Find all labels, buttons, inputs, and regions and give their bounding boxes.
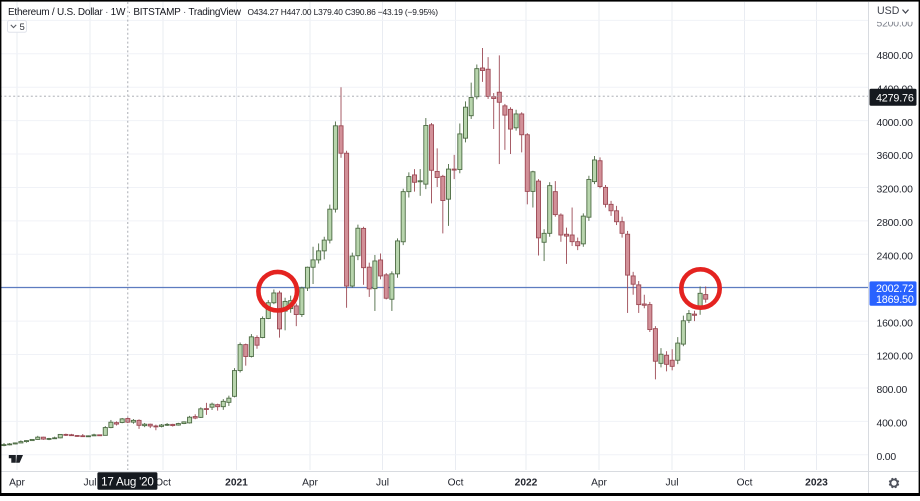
svg-text:USD: USD <box>877 5 900 17</box>
svg-text:2400.00: 2400.00 <box>877 252 914 263</box>
svg-text:1200.00: 1200.00 <box>877 352 914 363</box>
svg-text:Oct: Oct <box>448 478 464 489</box>
svg-text:2021: 2021 <box>225 478 248 489</box>
svg-text:2800.00: 2800.00 <box>877 218 914 229</box>
svg-text:3600.00: 3600.00 <box>877 151 914 162</box>
svg-text:0.00: 0.00 <box>877 452 897 463</box>
svg-text:1600.00: 1600.00 <box>877 318 914 329</box>
svg-text:17 Aug '20: 17 Aug '20 <box>101 476 153 489</box>
svg-text:400.00: 400.00 <box>877 419 908 430</box>
svg-text:Apr: Apr <box>302 478 318 489</box>
svg-text:4800.00: 4800.00 <box>877 51 914 62</box>
svg-text:Jul: Jul <box>376 478 389 489</box>
svg-text:Oct: Oct <box>737 478 753 489</box>
svg-text:5: 5 <box>20 22 25 33</box>
svg-text:800.00: 800.00 <box>877 385 908 396</box>
svg-text:2023: 2023 <box>805 478 828 489</box>
svg-text:Oct: Oct <box>155 478 171 489</box>
svg-text:Jul: Jul <box>83 478 96 489</box>
svg-text:2002.72: 2002.72 <box>876 283 914 295</box>
svg-text:Ethereum / U.S. Dollar · 1W ·: Ethereum / U.S. Dollar · 1W · BITSTAMP ·… <box>8 7 242 18</box>
svg-text:Apr: Apr <box>591 478 607 489</box>
svg-text:Jul: Jul <box>665 478 678 489</box>
svg-text:O434.27 H447.00 L379.40 C390.8: O434.27 H447.00 L379.40 C390.86 −43.19 (… <box>248 7 439 17</box>
svg-text:5200.00: 5200.00 <box>877 19 914 30</box>
svg-text:4000.00: 4000.00 <box>877 118 914 129</box>
svg-text:Apr: Apr <box>9 478 25 489</box>
svg-text:4279.76: 4279.76 <box>876 92 914 104</box>
svg-text:1869.50: 1869.50 <box>876 294 914 306</box>
svg-text:3200.00: 3200.00 <box>877 185 914 196</box>
svg-text:2022: 2022 <box>515 478 538 489</box>
